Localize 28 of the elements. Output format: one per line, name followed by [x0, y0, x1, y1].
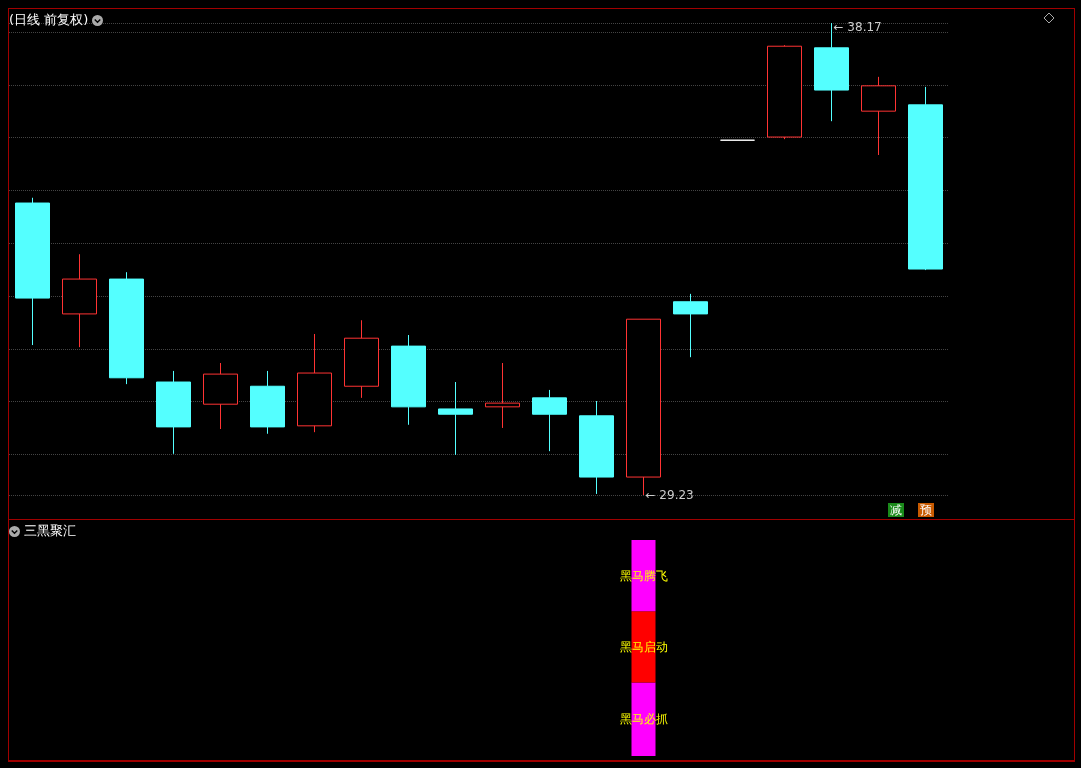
candlestick	[391, 334, 426, 426]
series-label: 黑马腾飞	[619, 568, 668, 583]
candlestick	[908, 86, 943, 271]
annotation: ← 38.17	[833, 20, 882, 34]
candlestick	[579, 400, 614, 495]
candlestick	[861, 76, 896, 156]
text: 减	[890, 503, 902, 517]
series-label: 黑马启动	[619, 639, 668, 654]
candlestick	[673, 293, 708, 358]
candlestick	[485, 362, 520, 429]
text: 预	[920, 503, 932, 517]
annotation: ← 29.23	[645, 488, 694, 502]
series-label: 黑马必抓	[619, 712, 668, 727]
candlestick	[814, 22, 849, 122]
candlestick	[250, 370, 285, 435]
candlestick	[109, 271, 144, 385]
candlestick	[532, 389, 567, 452]
candlestick	[767, 44, 802, 140]
chart-title: 三黑聚汇	[24, 522, 76, 540]
candlestick	[203, 362, 238, 430]
candlestick	[438, 381, 473, 456]
candlestick	[62, 253, 97, 348]
candlestick	[344, 319, 379, 399]
chart-title: (日线 前复权)	[9, 11, 89, 29]
candlestick	[15, 197, 50, 346]
candlestick	[297, 333, 332, 433]
candlestick	[626, 318, 661, 496]
candlestick	[156, 370, 191, 455]
